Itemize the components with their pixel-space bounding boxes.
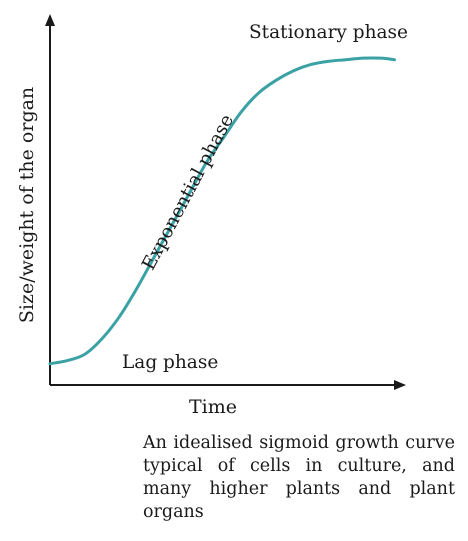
- sigmoid-growth-chart: Size/weight of the organ Time Lag phase …: [16, 14, 408, 418]
- growth-curve-line: [48, 56, 397, 366]
- exponential-phase-label: Exponential phase: [138, 111, 238, 274]
- lag-phase-label: Lag phase: [122, 352, 218, 373]
- x-axis-label: Time: [189, 396, 237, 418]
- stationary-phase-label: Stationary phase: [249, 22, 408, 43]
- y-axis-label: Size/weight of the organ: [16, 87, 38, 323]
- figure-caption: An idealised sigmoid growth curve typica…: [143, 433, 455, 522]
